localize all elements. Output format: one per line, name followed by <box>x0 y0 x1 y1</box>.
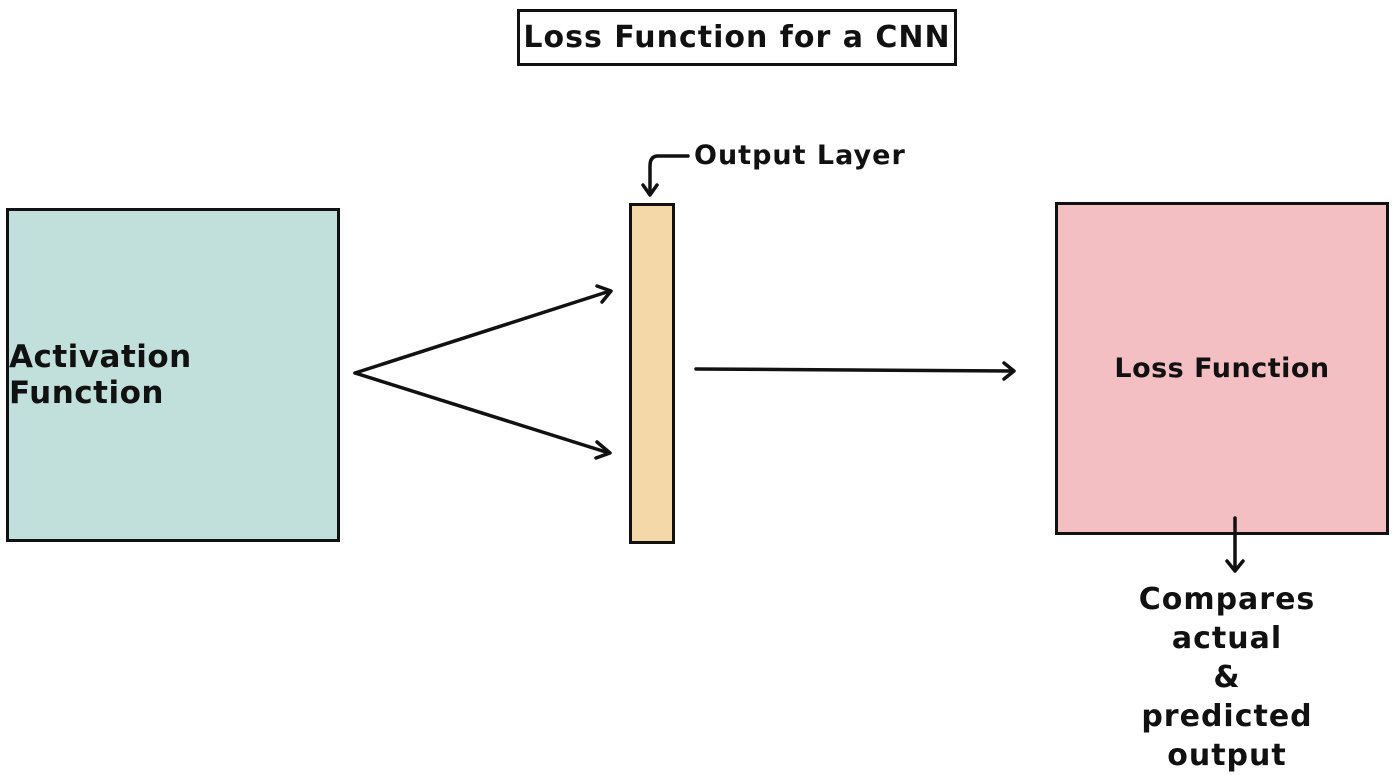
output-layer-box <box>629 203 675 544</box>
arrow-activation-to-output-lower <box>353 371 611 455</box>
arrowhead-lower <box>594 440 612 460</box>
arrowhead-output-to-loss <box>1002 361 1016 381</box>
loss-function-box: Loss Function <box>1055 202 1389 535</box>
arrow-output-label-pointer <box>648 154 690 195</box>
diagram-title: Loss Function for a CNN <box>517 9 957 66</box>
note-line-2: & <box>1213 660 1241 695</box>
arrowhead-loss-to-note <box>1225 559 1245 573</box>
note-line-3: predicted output <box>1141 699 1313 773</box>
activation-function-label: Activation Function <box>9 339 192 411</box>
loss-function-label: Loss Function <box>1114 353 1330 384</box>
activation-function-box: Activation Function <box>6 208 340 542</box>
arrowhead-upper <box>595 284 613 304</box>
loss-function-note: Compares actual & predicted output <box>1082 580 1372 775</box>
arrow-output-to-loss <box>694 367 1015 373</box>
note-line-1: Compares actual <box>1138 582 1316 656</box>
output-layer-label: Output Layer <box>694 140 906 171</box>
arrow-activation-to-output-upper <box>353 289 612 375</box>
arrowhead-output-label-pointer <box>641 183 659 197</box>
